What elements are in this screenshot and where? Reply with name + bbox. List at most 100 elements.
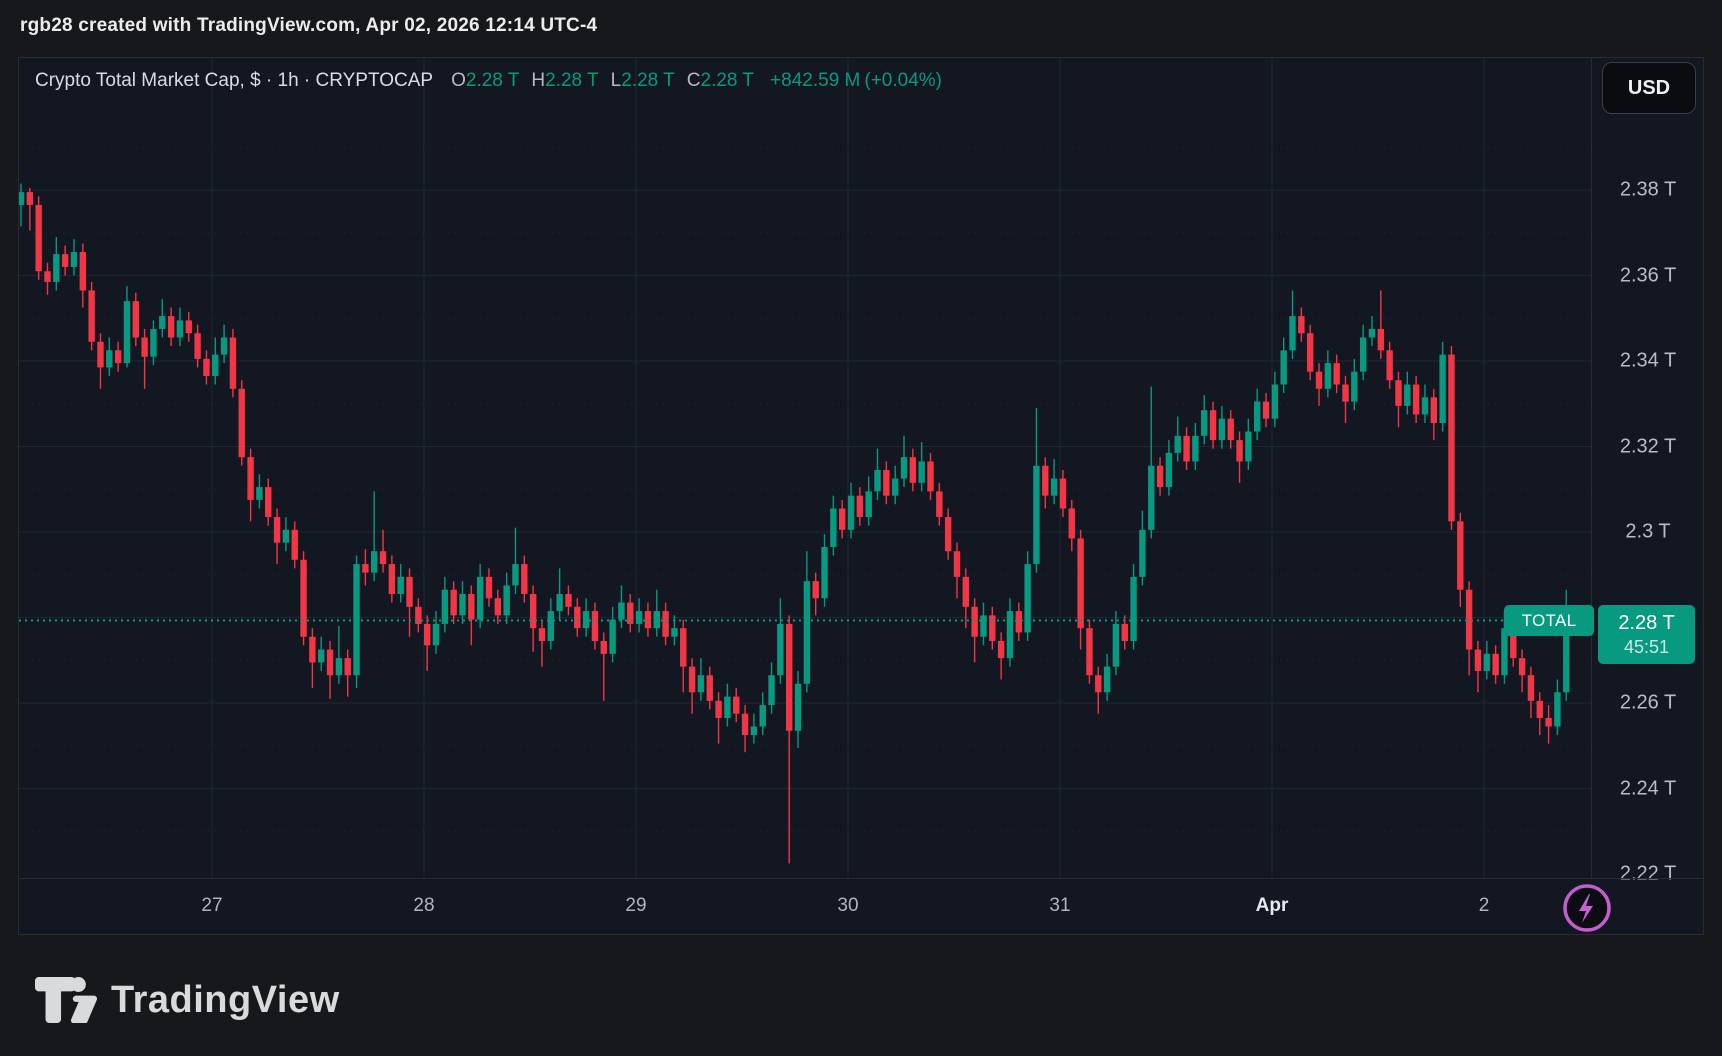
candle-body xyxy=(1368,328,1376,338)
price-axis-label: 2.26 T xyxy=(1619,691,1677,714)
candle-body xyxy=(1421,397,1429,415)
candle-body xyxy=(1068,508,1075,539)
candle-body xyxy=(856,495,864,518)
candle-body xyxy=(256,487,263,500)
candle-body xyxy=(1209,410,1217,441)
candle-body xyxy=(980,615,987,637)
candle-body xyxy=(123,301,131,364)
candle-body xyxy=(318,649,325,663)
candle-body xyxy=(88,290,95,342)
candle-body xyxy=(309,636,316,663)
candle-body xyxy=(388,564,396,594)
candle-body xyxy=(1474,649,1482,671)
price-line-symbol-badge: TOTAL xyxy=(1504,605,1594,636)
candle-body xyxy=(26,192,34,205)
symbol-legend: Crypto Total Market Cap, $ · 1h · CRYPTO… xyxy=(35,68,942,94)
candle-body xyxy=(618,602,625,620)
candle-body xyxy=(1201,410,1208,436)
candle-body xyxy=(883,470,890,496)
candle-body xyxy=(212,354,219,376)
candle-body xyxy=(194,333,201,359)
candle-body xyxy=(838,508,846,530)
candle-body xyxy=(1342,384,1349,402)
candle-body xyxy=(1536,700,1543,718)
candle-body xyxy=(900,457,908,479)
candle-body xyxy=(512,564,519,586)
attribution-text: rgb28 created with TradingView.com, Apr … xyxy=(20,15,598,36)
candle-body xyxy=(1289,316,1296,351)
candle-body xyxy=(724,696,731,718)
candle-body xyxy=(1130,576,1137,642)
candle-body xyxy=(494,598,502,616)
candle-body xyxy=(591,611,599,642)
time-axis-label: 31 xyxy=(1049,895,1071,916)
candle-body xyxy=(635,611,643,624)
candle-body xyxy=(344,658,351,676)
candle-body xyxy=(97,341,104,368)
candle-body xyxy=(1483,653,1490,671)
candle-body xyxy=(1448,354,1455,522)
candle-body xyxy=(1006,611,1014,659)
candle-body xyxy=(415,606,422,624)
candle-body xyxy=(35,204,42,272)
candle-body xyxy=(1042,465,1049,496)
candle-body xyxy=(432,623,440,646)
candle-body xyxy=(1412,384,1420,415)
candle-body xyxy=(273,517,281,543)
ohlc-label: L xyxy=(610,70,622,91)
candle-body xyxy=(1174,435,1181,453)
time-axis-label: 2 xyxy=(1478,895,1490,916)
tradingview-logo-link[interactable]: TradingView xyxy=(35,977,340,1023)
candle-body xyxy=(1404,384,1411,406)
currency-toggle-button[interactable]: USD xyxy=(1602,62,1696,114)
candle-body xyxy=(697,675,705,693)
candle-body xyxy=(803,581,811,684)
candle-body xyxy=(406,576,413,607)
candle-body xyxy=(538,628,546,642)
candle-body xyxy=(1359,337,1367,372)
time-axis-label: Apr xyxy=(1255,895,1289,916)
candle-body xyxy=(44,271,51,282)
candle-body xyxy=(706,675,713,701)
candle-body xyxy=(830,508,837,547)
change-percent: (+0.04%) xyxy=(864,70,942,91)
candle-body xyxy=(247,457,254,500)
price-axis-label: 2.3 T xyxy=(1625,520,1671,543)
candle-body xyxy=(132,301,139,338)
time-axis[interactable]: 27 28 29 30 31 Apr 2 xyxy=(19,878,1703,935)
candle-body xyxy=(450,589,457,616)
candle-body xyxy=(1033,465,1040,565)
candle-body xyxy=(891,478,899,496)
candle-body xyxy=(1192,435,1199,462)
candle-body xyxy=(468,593,475,620)
candle-body xyxy=(1315,371,1323,389)
candle-body xyxy=(1050,478,1058,496)
candlestick-plot[interactable] xyxy=(19,58,1591,878)
candle-body xyxy=(106,350,113,368)
candle-body xyxy=(662,611,669,637)
candle-body xyxy=(1024,564,1031,633)
candle-body xyxy=(265,487,272,518)
candle-body xyxy=(397,576,404,594)
candle-body xyxy=(326,649,334,676)
candle-body xyxy=(786,623,793,731)
candle-body xyxy=(1563,619,1570,693)
symbol-title: Crypto Total Market Cap, $ · 1h · CRYPTO… xyxy=(35,70,434,91)
chart-widget: 2.38 T 2.36 T 2.34 T 2.32 T 2.3 T 2.26 T 2.24 … xyxy=(18,57,1704,935)
price-axis-label: 2.22 T xyxy=(1619,862,1677,885)
tradingview-mark-icon xyxy=(35,977,97,1023)
current-price-value: 2.28 T xyxy=(1618,611,1675,634)
price-axis[interactable]: 2.38 T 2.36 T 2.34 T 2.32 T 2.3 T 2.26 T 2.24 … xyxy=(1591,58,1704,885)
candle-body xyxy=(1112,623,1120,667)
candle-body xyxy=(459,593,466,616)
candle-body xyxy=(1280,350,1287,385)
candle-body xyxy=(70,251,78,267)
candle-body xyxy=(1501,628,1508,676)
ohlc-value: 2.28 T xyxy=(465,70,520,91)
candle-body xyxy=(238,388,245,458)
price-axis-label: 2.38 T xyxy=(1619,178,1677,201)
candle-body xyxy=(1165,452,1173,488)
candle-body xyxy=(1457,521,1464,590)
candle-body xyxy=(609,619,616,654)
